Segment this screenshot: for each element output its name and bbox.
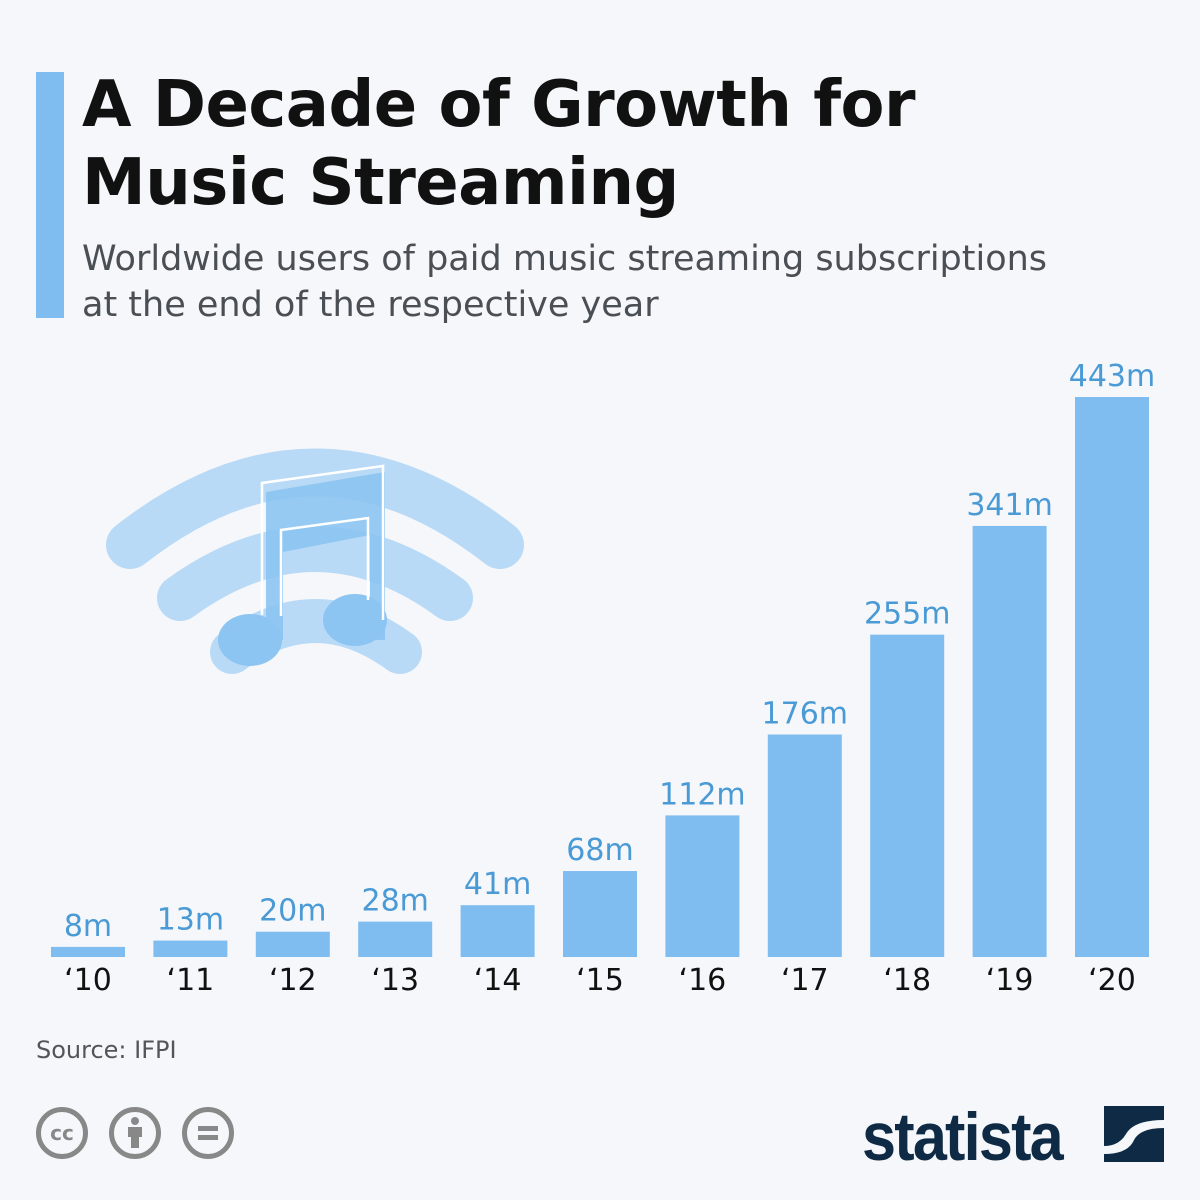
value-label: 68m xyxy=(566,833,633,868)
x-tick-label: ‘20 xyxy=(1088,963,1136,998)
x-tick-label: ‘15 xyxy=(576,963,624,998)
value-label: 341m xyxy=(966,488,1052,523)
chart-title: A Decade of Growth for Music Streaming xyxy=(82,66,916,222)
no-derivatives-icon[interactable] xyxy=(182,1107,234,1159)
x-tick-label: ‘18 xyxy=(883,963,931,998)
value-label: 443m xyxy=(1069,359,1155,394)
bar-6 xyxy=(665,815,740,957)
x-tick-label: ‘16 xyxy=(679,963,727,998)
statista-logo-icon xyxy=(1104,1106,1164,1162)
value-label: 8m xyxy=(64,909,112,944)
attribution-icon[interactable] xyxy=(109,1107,161,1159)
bar-3 xyxy=(358,921,433,957)
value-label: 41m xyxy=(464,867,531,902)
bar-7 xyxy=(767,734,842,957)
bar-10 xyxy=(1075,397,1149,957)
x-tick-label: ‘12 xyxy=(269,963,317,998)
x-tick-label: ‘10 xyxy=(64,963,112,998)
bar-2 xyxy=(255,931,330,957)
statista-logo[interactable]: statista xyxy=(862,1099,1064,1175)
bar-5 xyxy=(563,871,637,957)
bar-4 xyxy=(460,905,535,957)
bar-8 xyxy=(870,634,945,957)
x-tick-label: ‘14 xyxy=(474,963,522,998)
subtitle-line-2: at the end of the respective year xyxy=(82,285,659,325)
title-line-1: A Decade of Growth for xyxy=(82,68,916,142)
value-label: 20m xyxy=(259,894,326,929)
x-tick-label: ‘17 xyxy=(781,963,829,998)
value-label: 28m xyxy=(361,884,428,919)
value-label: 112m xyxy=(659,777,745,812)
music-note-wifi-illustration xyxy=(106,448,524,674)
bar-0 xyxy=(51,946,125,957)
value-label: 176m xyxy=(762,697,848,732)
value-label: 255m xyxy=(864,597,950,632)
title-accent-bar xyxy=(36,72,64,318)
chart-subtitle: Worldwide users of paid music streaming … xyxy=(82,236,1047,328)
value-label: 13m xyxy=(157,903,224,938)
bar-9 xyxy=(972,525,1047,957)
title-line-2: Music Streaming xyxy=(82,146,679,220)
x-tick-label: ‘11 xyxy=(167,963,215,998)
cc-icon[interactable]: cc xyxy=(36,1107,88,1159)
subtitle-line-1: Worldwide users of paid music streaming … xyxy=(82,239,1048,279)
source-note: Source: IFPI xyxy=(36,1036,177,1064)
bar-1 xyxy=(153,940,228,957)
x-tick-label: ‘13 xyxy=(371,963,419,998)
x-tick-label: ‘19 xyxy=(986,963,1034,998)
